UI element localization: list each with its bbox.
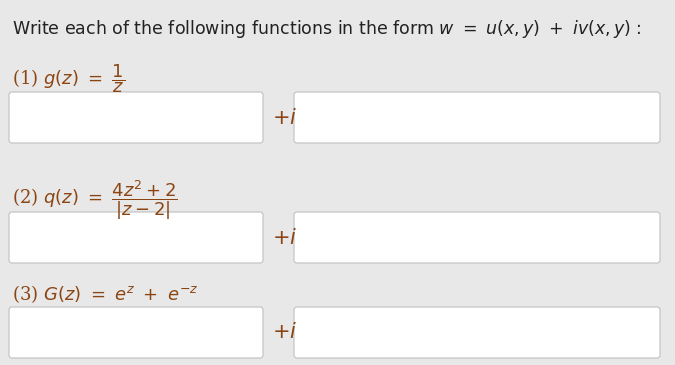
FancyBboxPatch shape bbox=[294, 212, 660, 263]
FancyBboxPatch shape bbox=[294, 307, 660, 358]
Text: Write each of the following functions in the form $w \ = \ u(x, y) \ + \ iv(x, y: Write each of the following functions in… bbox=[12, 18, 642, 40]
Text: $+i$: $+i$ bbox=[272, 227, 297, 247]
Text: (2) $q(z) \ = \ \dfrac{4z^2+2}{|z-2|}$: (2) $q(z) \ = \ \dfrac{4z^2+2}{|z-2|}$ bbox=[12, 178, 178, 222]
FancyBboxPatch shape bbox=[294, 92, 660, 143]
Text: (3) $G(z) \ = \ e^{z} \ + \ e^{-z}$: (3) $G(z) \ = \ e^{z} \ + \ e^{-z}$ bbox=[12, 283, 198, 305]
Text: $+i$: $+i$ bbox=[272, 323, 297, 342]
FancyBboxPatch shape bbox=[9, 212, 263, 263]
FancyBboxPatch shape bbox=[9, 92, 263, 143]
Text: $+i$: $+i$ bbox=[272, 108, 297, 127]
Text: (1) $g(z) \ = \ \dfrac{1}{z}$: (1) $g(z) \ = \ \dfrac{1}{z}$ bbox=[12, 62, 126, 95]
FancyBboxPatch shape bbox=[9, 307, 263, 358]
